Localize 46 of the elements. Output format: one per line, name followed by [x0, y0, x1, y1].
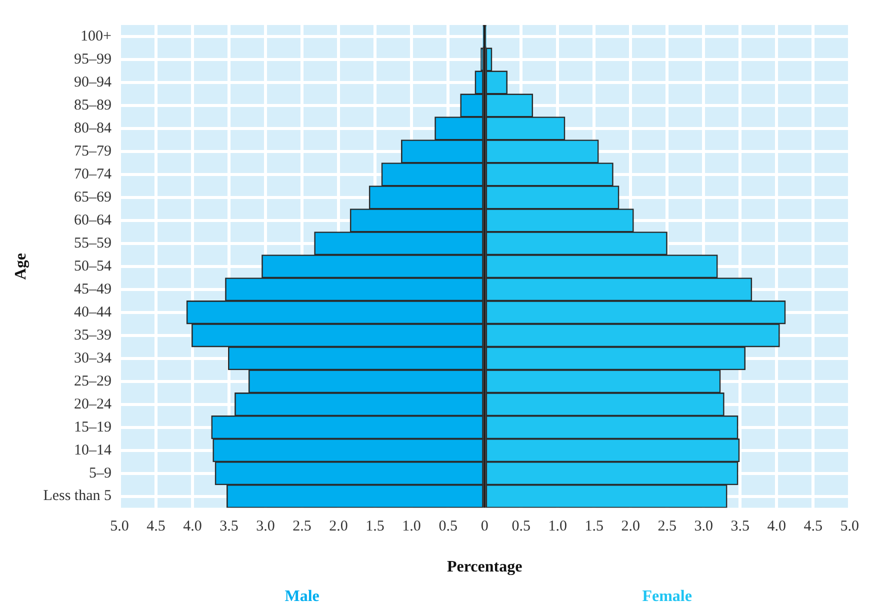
y-tick-label: 65–69 [74, 189, 112, 206]
y-tick-label: 80–84 [74, 120, 112, 136]
y-tick-label: 40–44 [74, 304, 112, 320]
x-tick-label: 2.0 [621, 518, 640, 535]
x-tick-label: 4.5 [804, 518, 822, 535]
x-tick-label: 2.5 [292, 518, 312, 535]
x-tick-label: 4.0 [767, 518, 786, 535]
x-tick-label: 3.5 [220, 518, 238, 535]
x-tick-label: 1.5 [584, 518, 604, 535]
y-tick-label: 20–24 [74, 396, 112, 412]
y-axis-title: Age [12, 253, 30, 280]
y-tick-label: 25–29 [74, 373, 112, 390]
y-tick-label: 35–39 [74, 327, 112, 344]
y-tick-label: Less than 5 [43, 488, 112, 504]
y-tick-label: 55–59 [74, 235, 112, 252]
x-tick-label: 0.5 [438, 518, 458, 535]
x-tick-label: 0.5 [512, 518, 530, 535]
x-tick-label: 1.5 [366, 518, 384, 535]
y-tick-label: 15–19 [74, 419, 112, 436]
y-tick-label: 70–74 [74, 166, 112, 182]
x-tick-label: 0 [480, 518, 488, 535]
y-tick-label: 45–49 [74, 281, 112, 298]
y-tick-label: 60–64 [74, 212, 112, 228]
x-tick-label: 4.5 [146, 518, 166, 535]
x-tick-label: 1.0 [402, 518, 421, 535]
y-tick-label: 50–54 [74, 258, 112, 274]
y-tick-label: 90–94 [74, 74, 112, 90]
y-tick-label: 95–99 [74, 51, 112, 68]
y-tick-label: 10–14 [74, 442, 112, 458]
y-tick-label: 100+ [80, 28, 112, 44]
x-tick-label: 2.5 [658, 518, 676, 535]
y-tick-label: 30–34 [74, 350, 112, 366]
y-tick-label: 75–79 [74, 143, 112, 160]
x-tick-label: 3.5 [730, 518, 750, 535]
x-axis-title: Percentage [446, 558, 522, 576]
x-tick-label: 3.0 [694, 518, 713, 535]
x-tick-label: 3.0 [256, 518, 275, 535]
y-tick-label: 5–9 [89, 465, 112, 482]
y-tick-label: 85–89 [74, 97, 112, 114]
x-tick-label: 1.0 [548, 518, 567, 535]
x-tick-label: 5.0 [840, 518, 859, 535]
text: Female [642, 588, 692, 606]
x-tick-label: 2.0 [329, 518, 348, 535]
x-tick-label: 5.0 [110, 518, 129, 535]
x-tick-label: 4.0 [183, 518, 202, 535]
text: Male [284, 588, 320, 606]
